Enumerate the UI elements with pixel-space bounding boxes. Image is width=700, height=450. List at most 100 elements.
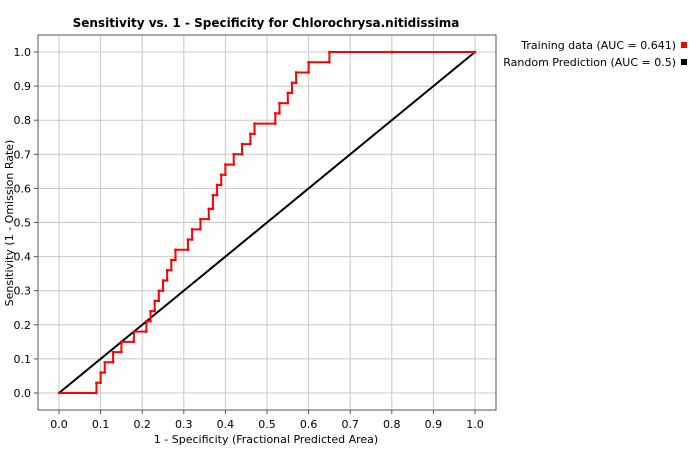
training-data-point <box>120 340 123 344</box>
training-data-point <box>199 217 202 221</box>
training-data-point <box>328 50 331 54</box>
training-data-point <box>473 50 477 54</box>
training-data-point <box>232 163 235 166</box>
training-data-point <box>240 153 244 156</box>
legend-swatch <box>681 59 687 65</box>
x-tick-label: 0.5 <box>258 418 276 431</box>
x-tick-label: 0.9 <box>425 418 443 431</box>
training-data-point <box>186 238 190 241</box>
training-data-point <box>170 269 173 272</box>
training-data-point <box>99 381 102 384</box>
training-data-point <box>161 289 165 292</box>
training-data-point <box>57 391 61 395</box>
legend-swatch <box>681 42 687 48</box>
training-data-point <box>307 71 310 74</box>
training-data-point <box>278 101 281 105</box>
training-data-point <box>286 101 289 105</box>
y-tick-label: 0.6 <box>14 182 32 195</box>
x-axis-label: 1 - Specificity (Fractional Predicted Ar… <box>154 433 378 446</box>
training-data-point <box>253 122 256 125</box>
training-data-point <box>215 183 219 187</box>
training-data-point <box>290 81 294 84</box>
random-prediction-line <box>58 51 476 394</box>
y-tick-label: 0.5 <box>14 217 32 230</box>
x-tick-label: 0.1 <box>92 418 110 431</box>
training-data-point <box>220 183 223 187</box>
training-data-point <box>390 50 393 54</box>
y-tick-label: 0.8 <box>14 114 32 127</box>
training-data-point <box>190 238 194 241</box>
training-data-point <box>207 217 210 221</box>
y-tick-label: 1.0 <box>14 46 32 59</box>
x-tick-label: 0.7 <box>341 418 359 431</box>
training-data-point <box>120 350 123 354</box>
x-tick-label: 0.3 <box>175 418 193 431</box>
legend-label: Training data (AUC = 0.641) <box>520 39 676 52</box>
training-data-point <box>153 299 156 303</box>
x-tick-label: 0.2 <box>133 418 151 431</box>
y-axis-label: Sensitivity (1 - Omission Rate) <box>3 140 16 307</box>
training-data-point <box>249 132 252 136</box>
training-data-point <box>165 269 169 272</box>
training-data-point <box>145 320 148 323</box>
training-data-point <box>149 320 152 323</box>
training-data-point <box>290 91 294 95</box>
training-data-point <box>132 330 136 333</box>
training-data-point <box>99 371 102 374</box>
training-data-point <box>211 207 215 211</box>
training-data-point <box>278 112 281 115</box>
plot-area: 0.0 0.1 0.2 0.3 0.4 0.5 0.6 0.7 0.8 0.9 1.0 0.0 0.1 0… <box>14 34 497 431</box>
y-tick-label: 0.1 <box>14 353 32 366</box>
training-data-point <box>294 71 298 74</box>
training-data-point <box>174 258 177 262</box>
y-tick-label: 0.7 <box>14 148 32 161</box>
training-data-point <box>111 361 115 364</box>
training-data-point <box>103 361 106 364</box>
legend: Training data (AUC = 0.641) Random Predic… <box>503 39 687 69</box>
x-tick-label: 0.8 <box>383 418 401 431</box>
training-data-point <box>211 194 215 197</box>
training-data-point <box>215 194 219 197</box>
training-data-point <box>161 279 165 282</box>
training-data-point <box>253 132 256 136</box>
training-data-point <box>294 81 298 84</box>
x-tick-label: 0.4 <box>217 418 235 431</box>
x-tick-label: 0.0 <box>50 418 68 431</box>
training-data-point <box>103 371 106 374</box>
training-data-point <box>224 173 227 176</box>
chart-title: Sensitivity vs. 1 - Specificity for Chlo… <box>73 16 460 30</box>
y-tick-label: 0.2 <box>14 319 32 332</box>
training-data-point <box>232 153 235 156</box>
training-data-point <box>328 61 331 64</box>
training-data-point <box>174 248 177 251</box>
training-data-point <box>186 248 190 251</box>
training-data-point <box>157 289 161 292</box>
training-data-point <box>149 309 152 313</box>
training-data-point <box>190 228 194 231</box>
training-data-point <box>95 381 98 384</box>
y-tick-label: 0.9 <box>14 80 32 93</box>
y-tick-label: 0.4 <box>14 251 32 264</box>
training-data-point <box>207 207 210 211</box>
y-tick-label: 0.3 <box>14 285 32 298</box>
training-data-point <box>286 91 289 95</box>
training-data-point <box>220 173 223 176</box>
training-data-point <box>153 309 156 313</box>
training-data-point <box>307 61 310 64</box>
training-data-point <box>95 391 98 395</box>
x-tick-label: 1.0 <box>466 418 484 431</box>
training-data-point <box>132 340 136 344</box>
training-data-point <box>170 258 173 262</box>
training-data-point <box>165 279 169 282</box>
training-data-point <box>145 330 148 333</box>
training-data-point <box>111 350 115 354</box>
training-data-point <box>274 122 277 125</box>
y-tick-label: 0.0 <box>14 387 32 400</box>
training-data-point <box>249 142 252 146</box>
plot-frame <box>37 34 497 411</box>
training-data-point <box>274 112 277 115</box>
training-data-point <box>240 142 244 146</box>
training-data-point <box>224 163 227 166</box>
